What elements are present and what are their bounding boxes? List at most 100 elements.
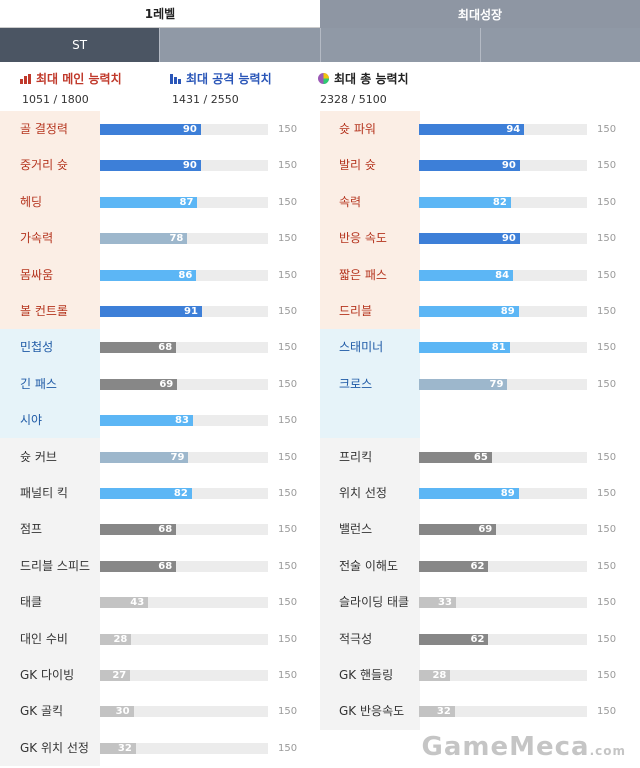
stat-value: 91 — [183, 306, 198, 317]
stat-max-value: 150 — [278, 524, 298, 536]
stat-max-value: 150 — [597, 524, 617, 536]
stat-label: 스태미너 — [339, 340, 384, 355]
stat-bar-track: 69 — [100, 378, 268, 390]
stat-bar-fill: 90 — [100, 124, 201, 135]
stat-max-value: 150 — [278, 706, 298, 718]
stat-label: 프리킥 — [339, 449, 373, 464]
stat-bar-track: 43 — [100, 597, 268, 609]
stat-bar-fill: 79 — [100, 451, 189, 463]
stat-bar-fill: 65 — [419, 451, 492, 463]
stat-label: 헤딩 — [20, 194, 43, 209]
stat-value: 69 — [478, 524, 493, 536]
tab-max-growth[interactable]: 최대성장 — [320, 0, 640, 28]
stat-bar-fill: 33 — [419, 597, 456, 609]
stat-bar-track: 86 — [100, 269, 268, 281]
stat-max-value: 150 — [278, 233, 298, 245]
legend-main-value: 1051 / 1800 — [22, 93, 89, 106]
stat-label: GK 다이빙 — [20, 668, 75, 682]
legend-attack: 최대 공격 능력치 1431 / 2550 — [170, 70, 272, 106]
stat-label: GK 반응속도 — [339, 704, 405, 719]
stat-bar-track: 82 — [100, 488, 268, 499]
stat-max-value: 150 — [278, 488, 298, 499]
stat-bar-fill: 43 — [100, 597, 149, 609]
stat-bar-track: 69 — [419, 524, 587, 536]
stat-value: 79 — [170, 451, 185, 463]
stat-bar-track: 90 — [100, 124, 268, 135]
stat-bar-track: 68 — [100, 524, 268, 536]
stat-bar-track: 62 — [419, 560, 587, 572]
stat-bar-fill: 90 — [100, 160, 201, 172]
stat-bar-fill: 84 — [419, 269, 514, 281]
stat-bar-track: 89 — [419, 306, 587, 317]
stat-bar-track: 65 — [419, 451, 587, 463]
stat-bar-fill: 68 — [100, 524, 177, 536]
stat-label: 전술 이해도 — [339, 558, 399, 573]
legend-main: 최대 메인 능력치 1051 / 1800 — [20, 70, 122, 106]
stat-label: 시야 — [20, 413, 43, 428]
legend-total-label: 최대 총 능력치 — [334, 72, 409, 86]
stat-max-value: 150 — [597, 633, 617, 645]
stat-bar-track: 84 — [419, 269, 587, 281]
stat-value: 79 — [489, 378, 504, 390]
pie-chart-icon — [318, 73, 329, 84]
legend-main-label: 최대 메인 능력치 — [36, 72, 122, 86]
position-tab-3[interactable] — [321, 28, 481, 62]
stat-bar-fill: 32 — [100, 742, 136, 754]
stat-max-value: 150 — [278, 670, 298, 681]
stat-bar-fill: 62 — [419, 633, 489, 645]
stat-value: 65 — [473, 451, 488, 463]
stat-bar-track: 90 — [419, 233, 587, 245]
stat-label: 속력 — [339, 194, 362, 209]
stat-value: 87 — [179, 196, 194, 208]
stat-value: 30 — [115, 706, 130, 718]
stat-value: 32 — [436, 706, 451, 718]
stat-bar-track: 62 — [419, 633, 587, 645]
right-sub-section-bg — [320, 329, 420, 439]
top-tab-bar: 1레벨 최대성장 — [0, 0, 640, 28]
stat-value: 86 — [178, 269, 193, 281]
stat-max-value: 150 — [597, 488, 617, 499]
stat-label: 대인 수비 — [20, 631, 68, 646]
stat-value: 82 — [173, 488, 188, 499]
stat-bar-track: 28 — [100, 633, 268, 645]
stat-bar-fill: 91 — [100, 306, 202, 317]
stat-bar-track: 82 — [419, 196, 587, 208]
stat-value: 90 — [501, 160, 516, 172]
stat-bar-fill: 28 — [100, 633, 132, 645]
stat-max-value: 150 — [278, 742, 298, 754]
position-tab-st[interactable]: ST — [0, 28, 161, 62]
stat-value: 90 — [182, 124, 197, 135]
legend-total-value: 2328 / 5100 — [320, 93, 387, 106]
watermark-logo: GameMeca.com — [421, 732, 626, 762]
stat-label: 가속력 — [20, 231, 54, 246]
stat-label: 골 결정력 — [20, 122, 68, 136]
position-tab-2[interactable] — [160, 28, 321, 62]
left-main-section-bg — [0, 111, 100, 330]
stat-bar-fill: 94 — [419, 124, 525, 135]
stat-label: 드리블 스피드 — [20, 558, 91, 573]
stat-max-value: 150 — [278, 160, 298, 172]
legend-attack-label: 최대 공격 능력치 — [186, 72, 272, 86]
stat-bar-fill: 69 — [419, 524, 497, 536]
stat-max-value: 150 — [597, 706, 617, 718]
stat-bar-track: 32 — [100, 742, 268, 754]
stat-bar-track: 32 — [419, 706, 587, 718]
stat-bar-track: 91 — [100, 306, 268, 317]
stat-bar-fill: 30 — [100, 706, 134, 718]
tab-level1[interactable]: 1레벨 — [0, 0, 320, 28]
stat-max-value: 150 — [597, 269, 617, 281]
stat-max-value: 150 — [278, 597, 298, 609]
stat-bar-fill: 69 — [100, 378, 178, 390]
stat-value: 68 — [158, 342, 173, 354]
stat-label: 크로스 — [339, 376, 373, 391]
stat-max-value: 150 — [597, 597, 617, 609]
stat-bar-fill: 89 — [419, 306, 519, 317]
stat-bar-fill: 83 — [100, 415, 193, 427]
stat-bar-track: 28 — [419, 670, 587, 681]
stat-label: 반응 속도 — [339, 231, 387, 246]
stat-value: 68 — [158, 524, 173, 536]
stat-max-value: 150 — [597, 124, 617, 135]
stat-value: 89 — [500, 488, 515, 499]
position-tab-4[interactable] — [481, 28, 640, 62]
stat-value: 32 — [117, 742, 132, 754]
